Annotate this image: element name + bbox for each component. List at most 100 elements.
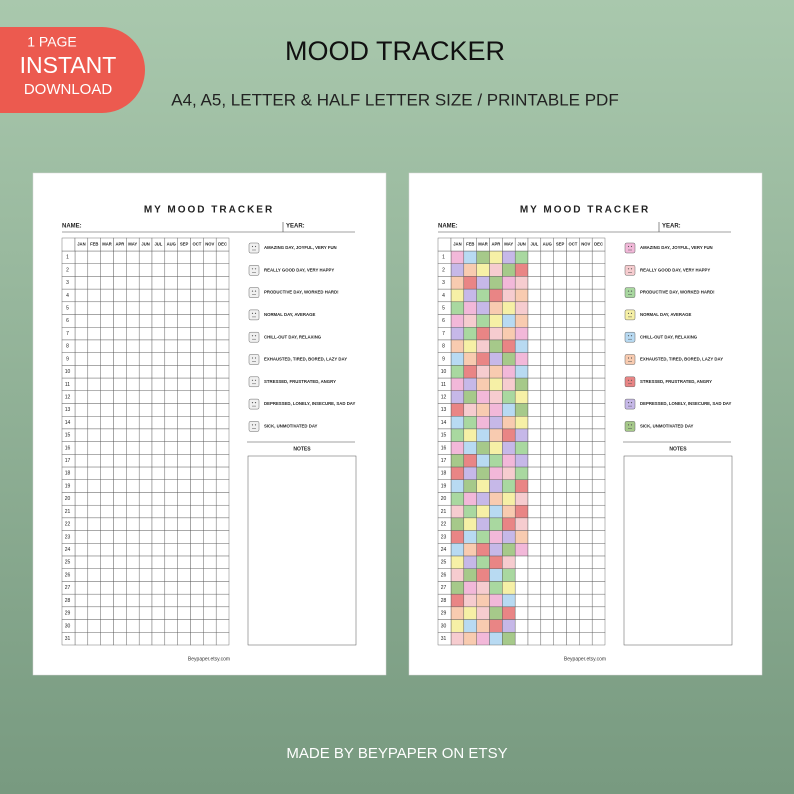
legend-label: SICK, UNMOTIVATED DAY [640, 424, 694, 429]
cell [203, 517, 217, 531]
cell [502, 543, 516, 557]
cell [177, 352, 191, 366]
cell [463, 365, 477, 379]
mood-eye [630, 379, 633, 381]
day-label: 5 [442, 306, 445, 312]
cell [527, 606, 542, 620]
cell [151, 288, 166, 303]
cell [100, 339, 114, 353]
cell [450, 403, 465, 417]
cell [527, 632, 542, 646]
cell [138, 352, 153, 366]
cell [579, 250, 593, 264]
cell [579, 416, 593, 430]
name-label: NAME: [62, 224, 82, 230]
day-label: 27 [65, 585, 71, 591]
cell [74, 632, 89, 646]
mood-icon [624, 421, 636, 432]
cell [113, 263, 127, 277]
cell [514, 365, 529, 379]
cell [463, 301, 477, 315]
cell [177, 517, 191, 531]
cell [489, 339, 503, 353]
cell [527, 619, 542, 633]
cell [579, 492, 593, 506]
cell [126, 530, 140, 544]
cell [553, 504, 567, 519]
cell [190, 288, 204, 303]
day-label: 8 [442, 344, 445, 350]
legend-label: CHILL-OUT DAY, RELAXING [640, 334, 698, 339]
year-label: YEAR: [286, 224, 305, 230]
cell [177, 504, 191, 519]
cell [87, 416, 101, 430]
cell [215, 403, 230, 417]
cell [502, 377, 516, 392]
cell [177, 276, 191, 290]
day-label: 22 [65, 522, 71, 528]
mood-eye [254, 424, 257, 426]
cell [74, 504, 89, 519]
cell [514, 593, 529, 608]
day-label: 16 [65, 445, 71, 451]
cell [476, 288, 490, 303]
cell [151, 428, 166, 442]
month-label: OCT [568, 242, 577, 247]
cell [579, 517, 593, 531]
cell [126, 568, 140, 582]
cell [87, 492, 101, 506]
mood-eye [627, 402, 630, 404]
cell [566, 416, 580, 430]
cell [591, 593, 606, 608]
cell [177, 619, 191, 633]
cell [540, 339, 554, 353]
cell [476, 568, 490, 582]
badge-line: DOWNLOAD [24, 81, 113, 98]
cell [190, 517, 204, 531]
day-label: 27 [441, 585, 447, 591]
cell [100, 492, 114, 506]
mood-eye [627, 268, 630, 270]
cell [527, 504, 542, 519]
cell [74, 403, 89, 417]
cell [190, 428, 204, 442]
cell [100, 441, 114, 455]
cell [591, 365, 606, 379]
cell [489, 568, 503, 582]
legend-label: REALLY GOOD DAY, VERY HAPPY [264, 267, 334, 272]
day-label: 21 [441, 509, 447, 515]
cell [502, 581, 516, 595]
cell [527, 288, 542, 303]
cell [215, 593, 230, 608]
cell [164, 250, 178, 264]
cell [450, 428, 465, 442]
cell [74, 288, 89, 303]
cell [463, 403, 477, 417]
cell [540, 593, 554, 608]
cell [463, 288, 477, 303]
cell [138, 454, 153, 468]
cell [450, 454, 465, 468]
cell [126, 543, 140, 557]
cell [463, 466, 477, 480]
cell [74, 416, 89, 430]
cell [177, 416, 191, 430]
cell [553, 492, 567, 506]
cell [476, 581, 490, 595]
cell [87, 339, 101, 353]
cell [514, 403, 529, 417]
cell [450, 568, 465, 582]
cell [489, 327, 503, 341]
day-label: 1 [66, 255, 69, 261]
name-label: NAME: [438, 224, 458, 230]
cell [450, 352, 465, 366]
cell [476, 466, 490, 480]
cell [126, 479, 140, 493]
cell [126, 441, 140, 455]
cell [164, 517, 178, 531]
cell [450, 339, 465, 353]
cell [215, 390, 230, 404]
cell [164, 327, 178, 341]
cell [591, 428, 606, 442]
cell [138, 288, 153, 303]
